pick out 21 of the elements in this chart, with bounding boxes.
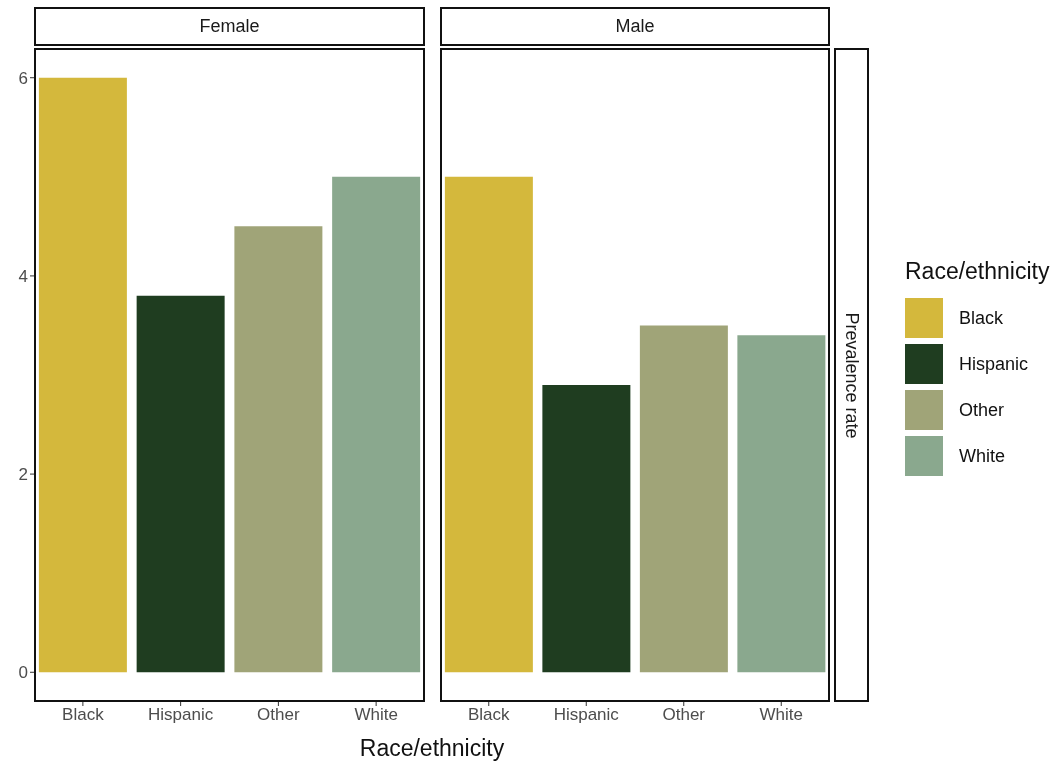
x-axis-title: Race/ethnicity xyxy=(358,735,506,762)
x-tick-label: Hispanic xyxy=(148,705,214,725)
x-tick-label: Other xyxy=(257,705,300,725)
y-tick-label: 6 xyxy=(18,68,28,88)
x-tick-label: Hispanic xyxy=(553,705,620,725)
x-tick-label: White xyxy=(759,705,803,725)
x-tick-label: Black xyxy=(62,705,105,725)
y-tick-label: 0 xyxy=(18,663,28,683)
legend-label: White xyxy=(959,446,1006,466)
y-axis-title: Prevalence rate xyxy=(841,311,863,439)
y-tick-label: 2 xyxy=(18,465,28,485)
x-tick-label: Black xyxy=(467,705,511,725)
y-tick-label: 4 xyxy=(18,266,28,286)
legend-title: Race/ethnicity xyxy=(905,258,1051,285)
x-tick-label: White xyxy=(354,705,398,725)
x-tick-label: Other xyxy=(662,705,706,725)
legend-label: Other xyxy=(959,400,1005,420)
legend-label: Black xyxy=(959,308,1005,328)
chart-title: Male xyxy=(440,7,830,46)
chart-title: Female xyxy=(34,7,425,46)
legend-label: Hispanic xyxy=(959,354,1029,374)
